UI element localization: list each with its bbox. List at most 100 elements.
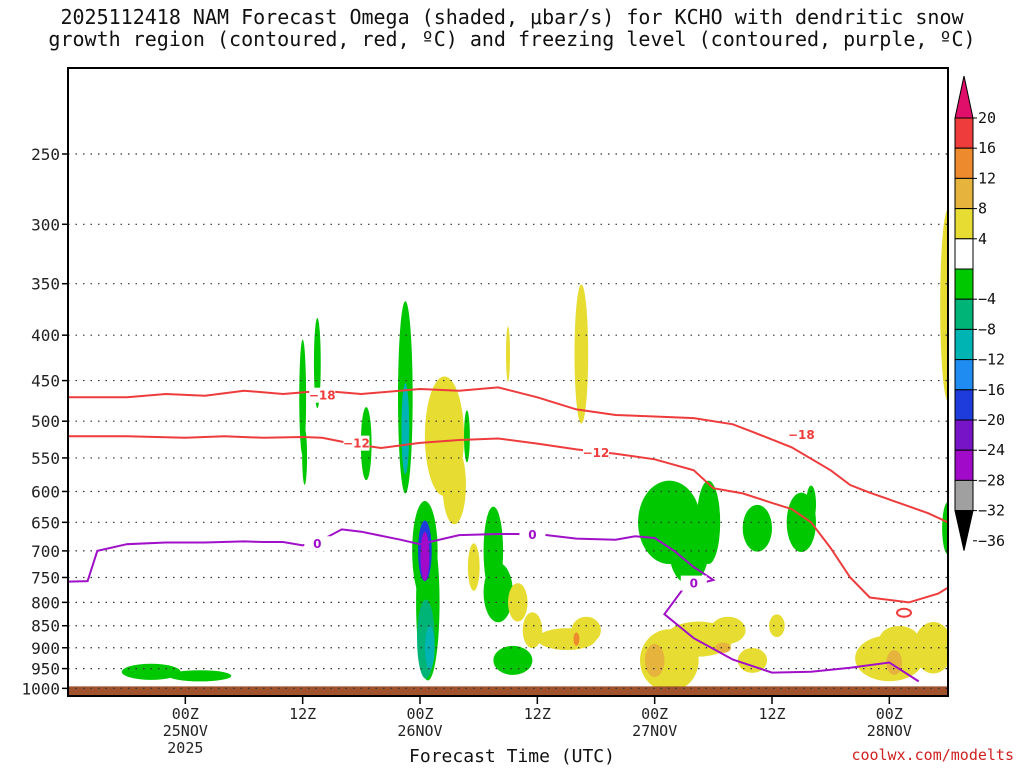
colorbar-label: −36 [978, 532, 1005, 550]
omega-shade-region [493, 645, 533, 675]
omega-shade-region [506, 326, 510, 382]
x-tick-label: 25NOV [163, 722, 208, 740]
omega-shade-region [573, 632, 580, 646]
contour-label-bg [304, 536, 331, 552]
colorbar-swatch [954, 389, 974, 421]
colorbar-label: −12 [978, 351, 1005, 369]
omega-shade-region [302, 428, 308, 485]
colorbar-swatch [954, 419, 974, 451]
contour-label: 0 [690, 577, 698, 591]
omega-shade-region [940, 209, 948, 401]
y-tick-label: 1000 [21, 679, 60, 698]
omega-shade-region [508, 583, 528, 622]
y-tick-label: 950 [31, 660, 60, 679]
chart-title: 2025112418 NAM Forecast Omega (shaded, μ… [48, 5, 976, 51]
colorbar-label: 8 [978, 200, 987, 218]
contour-label: −12 [583, 446, 610, 460]
x-tick-label: 28NOV [867, 722, 912, 740]
x-tick-label: 00Z [876, 705, 903, 723]
y-tick-label: 800 [31, 593, 60, 612]
ground-surface [68, 686, 948, 696]
colorbar-arrow-bottom [954, 510, 974, 551]
omega-shade-region [483, 562, 513, 623]
colorbar-label: 20 [978, 109, 996, 127]
colorbar-swatch [954, 479, 974, 512]
contour-label-bg [519, 527, 546, 543]
x-tick-label: 00Z [172, 705, 199, 723]
omega-shade-region [121, 663, 181, 680]
colorbar-label: −8 [978, 320, 996, 338]
contour-label-bg [583, 444, 609, 460]
omega-shade-region [522, 612, 543, 649]
y-tick-label: 650 [31, 513, 60, 532]
y-tick-label: 450 [31, 372, 60, 391]
plot-frame [67, 67, 949, 697]
omega-shade-region [299, 339, 307, 456]
y-tick-label: 550 [31, 449, 60, 468]
omega-shade-region [168, 670, 232, 682]
omega-shade-region [467, 543, 480, 591]
contour-label: −18 [788, 428, 815, 442]
contour-label: 0 [528, 528, 536, 542]
y-tick-label: 400 [31, 326, 60, 345]
omega-shade-region [424, 626, 435, 670]
y-tick-label: 300 [31, 215, 60, 234]
contour-label-bg [309, 387, 336, 403]
omega-shade-region [644, 643, 665, 677]
y-tick-label: 250 [31, 145, 60, 164]
colorbar-label: −16 [978, 381, 1005, 399]
x-tick-label: 12Z [524, 705, 551, 723]
x-tick-label: 2025 [167, 739, 203, 757]
omega-shade-region [806, 485, 816, 523]
colorbar-label: 4 [978, 230, 987, 248]
omega-shade-region [574, 284, 589, 424]
x-tick-label: 00Z [406, 705, 433, 723]
omega-shade-region [710, 616, 746, 644]
omega-shade-region [442, 445, 466, 525]
contour-label-bg [788, 426, 815, 442]
x-tick-label: 12Z [289, 705, 316, 723]
x-tick-label: 00Z [641, 705, 668, 723]
colorbar-arrow-top [954, 75, 974, 119]
colorbar-label: −32 [978, 502, 1005, 520]
y-tick-label: 350 [31, 275, 60, 294]
omega-shade-region [879, 625, 919, 653]
omega-shade-region [464, 410, 470, 463]
y-tick-label: 850 [31, 617, 60, 636]
contour-loop [896, 607, 912, 618]
omega-shade-region [742, 504, 772, 552]
x-tick-label: 26NOV [397, 722, 442, 740]
colorbar-swatch [954, 298, 974, 330]
colorbar-label: −24 [978, 441, 1005, 459]
contour-label: −12 [343, 437, 370, 451]
omega-shade-region [769, 614, 785, 638]
omega-shade-region [942, 501, 948, 555]
colorbar-label: 12 [978, 169, 996, 187]
contour-line [68, 528, 920, 683]
colorbar-swatch [954, 359, 974, 391]
omega-shade-region [715, 642, 731, 653]
colorbar-label: −28 [978, 471, 1005, 489]
x-axis-title: Forecast Time (UTC) [409, 746, 615, 767]
omega-shade-region [420, 531, 430, 581]
omega-shade-region [401, 383, 410, 475]
y-tick-label: 600 [31, 482, 60, 501]
colorbar-swatch [954, 328, 974, 361]
contour-label: −18 [309, 389, 336, 403]
colorbar-swatch [954, 268, 974, 300]
contour-label: 0 [313, 537, 321, 551]
x-tick-label: 12Z [758, 705, 785, 723]
credit-text: coolwx.com/modelts [851, 746, 1014, 764]
colorbar: 20 16 12 8 4 −4 −8 −12 −16 −20 −24 −28 −32 −36 [954, 75, 1005, 551]
y-tick-label: 900 [31, 639, 60, 658]
colorbar-label: −20 [978, 411, 1005, 429]
y-tick-label: 700 [31, 542, 60, 561]
colorbar-swatch [954, 177, 974, 210]
omega-shading [121, 209, 948, 692]
omega-shade-region [313, 318, 321, 409]
contour-lines: −18 −18 −12 −12 0 0 0 [68, 386, 948, 683]
colorbar-label: −4 [978, 290, 996, 308]
omega-shade-region [737, 647, 768, 673]
